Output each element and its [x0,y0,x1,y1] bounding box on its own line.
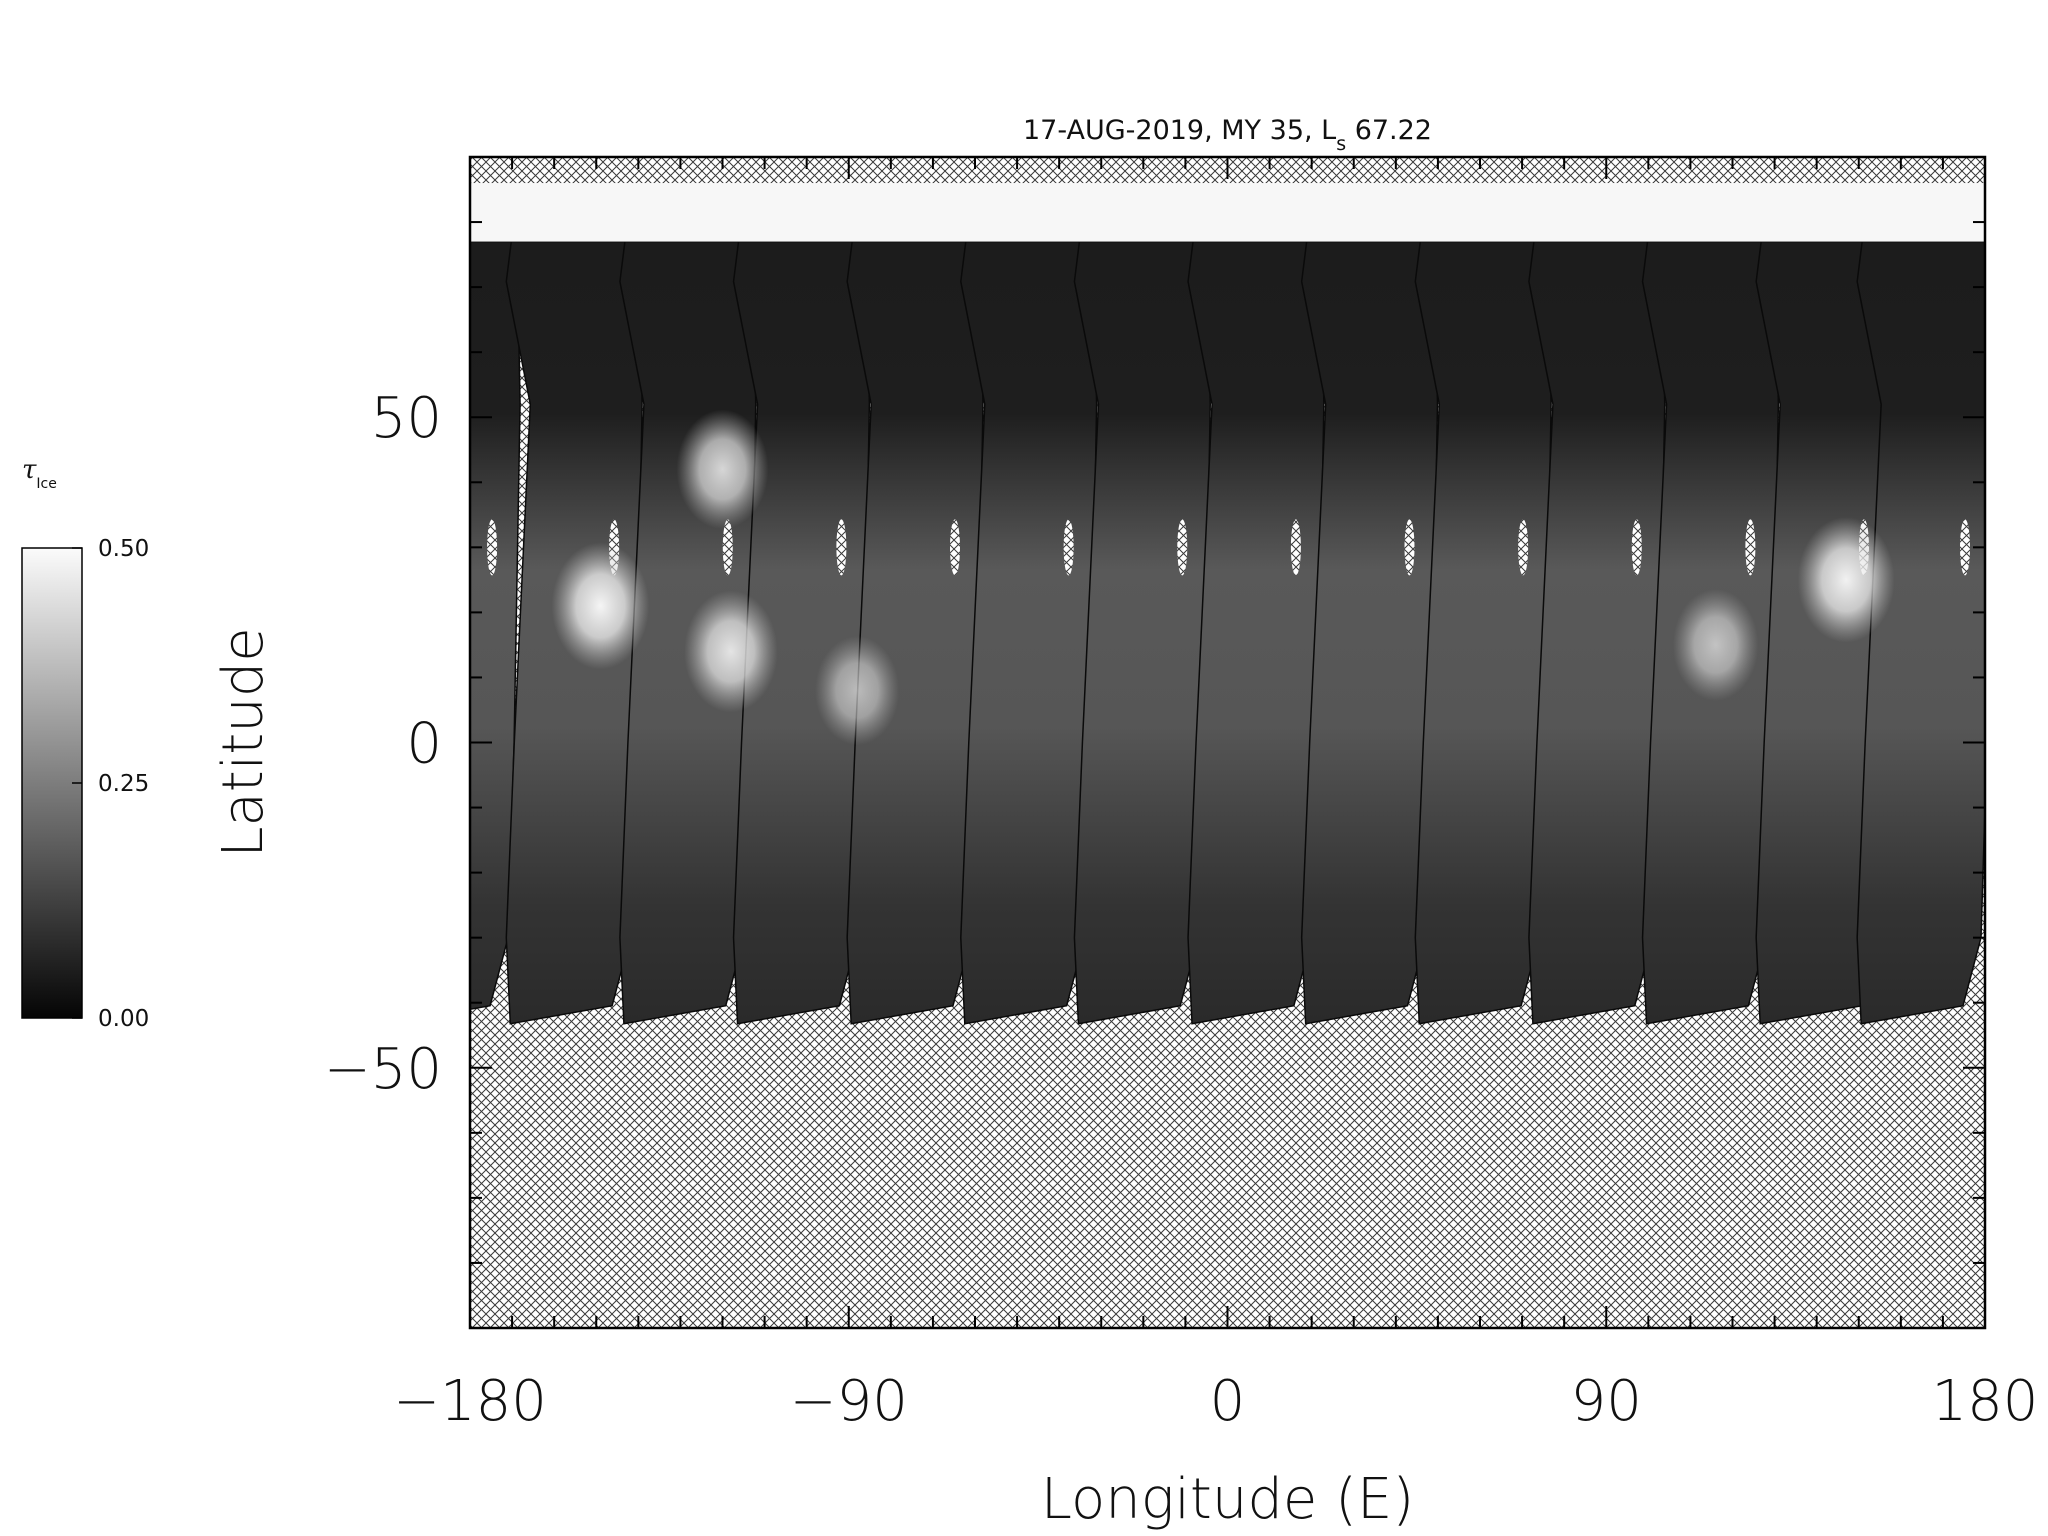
x-axis-label: Longitude (E) [1041,1467,1414,1532]
colorbar: τIce 0.00 0.25 0.50 [21,455,149,1032]
water-ice-cloud [684,590,778,713]
water-ice-cloud [815,635,900,746]
swath [470,240,521,1011]
north-polar-cap [470,183,1985,242]
water-ice-cloud [1797,516,1895,643]
swath [1856,240,1985,1025]
y-tick-label: −50 [324,1037,442,1102]
y-axis-tick-labels: 50 0 −50 [324,386,442,1102]
cloud-layer [551,409,1895,746]
x-axis-ticks [469,157,1986,1328]
swath-gap [1631,519,1642,576]
y-tick-label: 50 [371,386,442,451]
chart-title-main: 17-AUG-2019, MY 35, L [1023,115,1336,146]
plot-area [470,157,1985,1328]
swath-gap [1745,519,1756,576]
colorbar-title-symbol: τ [22,455,37,485]
swath-gap [1960,519,1970,576]
swath-gap [836,519,847,576]
swath-gap [1290,519,1301,576]
swath-gap [950,519,960,576]
colorbar-tick-label: 0.25 [98,771,149,797]
x-tick-label: 0 [1210,1369,1246,1434]
water-ice-cloud [676,409,769,530]
colorbar-title: τIce [22,455,57,492]
colorbar-tick-label: 0.50 [98,536,149,562]
swath-gap [487,519,498,576]
swath-gap [1518,519,1529,576]
chart-title: 17-AUG-2019, MY 35, Ls 67.22 [1023,115,1432,155]
y-axis-ticks [470,156,1985,1329]
water-ice-cloud [1672,589,1759,701]
colorbar-tick-label: 0.00 [98,1006,149,1032]
colorbar-ticks: 0.00 0.25 0.50 [72,536,149,1032]
swath-gap [722,519,733,576]
chart-title-value: 67.22 [1346,115,1432,146]
y-tick-label: 0 [406,712,442,777]
x-tick-label: −90 [790,1369,908,1434]
swath-gap [1177,519,1188,576]
x-tick-label: 90 [1571,1369,1642,1434]
x-axis-tick-labels: −180 −90 0 90 180 [393,1369,2038,1434]
x-tick-label: −180 [393,1369,547,1434]
chart-title-subscript: s [1336,133,1346,155]
water-ice-cloud [551,542,650,670]
swath-gap [1063,519,1074,576]
y-axis-label: Latitude [211,627,276,857]
colorbar-title-subscript: Ice [36,476,56,492]
x-tick-label: 180 [1932,1369,2039,1434]
swath-gap [1404,519,1415,576]
